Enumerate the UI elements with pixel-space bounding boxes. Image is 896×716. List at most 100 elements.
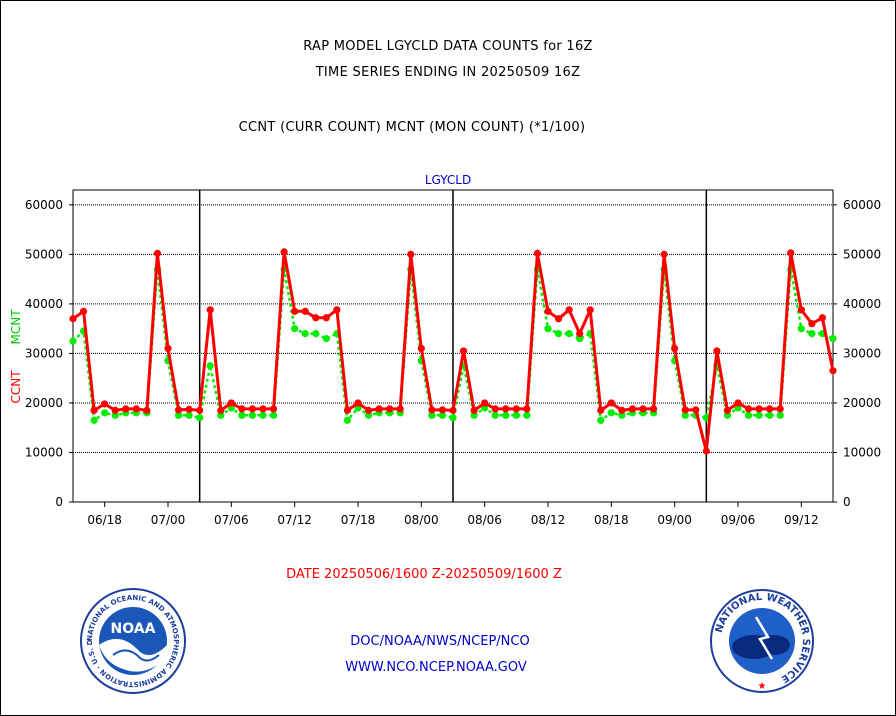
point-ccnt [818, 314, 827, 322]
point-ccnt [481, 399, 489, 407]
series-ccnt [69, 248, 837, 455]
point-ccnt [618, 406, 626, 414]
point-ccnt [122, 405, 130, 413]
point-mcnt [565, 330, 573, 338]
point-ccnt [776, 405, 784, 413]
point-ccnt [459, 347, 468, 355]
point-mcnt [364, 411, 373, 419]
noaa-wordmark: NOAA [111, 621, 156, 637]
point-ccnt [343, 406, 352, 414]
y-tick-label-right: 30000 [843, 346, 881, 360]
chart-subtitle: TIME SERIES ENDING IN 20250509 16Z [315, 65, 581, 80]
y-tick-label-right: 50000 [843, 247, 881, 261]
point-mcnt [723, 411, 732, 419]
point-ccnt [312, 314, 320, 322]
point-ccnt [79, 307, 88, 315]
chart-title: RAP MODEL LGYCLD DATA COUNTS for 16Z [303, 39, 593, 54]
point-ccnt [333, 306, 341, 314]
y-tick-label-left: 0 [55, 495, 63, 509]
point-mcnt [607, 409, 615, 417]
point-mcnt [259, 411, 267, 419]
point-mcnt [428, 411, 436, 419]
point-ccnt [766, 405, 774, 413]
point-mcnt [808, 330, 816, 338]
point-ccnt [829, 367, 837, 375]
point-ccnt [407, 250, 415, 258]
point-mcnt [502, 411, 510, 419]
point-mcnt [576, 334, 584, 343]
point-ccnt [428, 406, 436, 414]
point-mcnt [512, 411, 520, 419]
point-ccnt [554, 315, 563, 323]
point-ccnt [533, 249, 542, 257]
point-mcnt [196, 414, 204, 422]
point-ccnt [417, 344, 425, 353]
point-mcnt [111, 411, 119, 419]
point-ccnt [502, 405, 510, 413]
point-ccnt [449, 406, 457, 414]
point-ccnt [227, 399, 235, 407]
point-ccnt [322, 314, 330, 322]
point-mcnt [618, 411, 626, 419]
x-tick-label: 09/06 [721, 513, 756, 527]
point-ccnt [491, 405, 499, 413]
point-ccnt [375, 405, 383, 413]
nco-website-link[interactable]: WWW.NCO.NCEP.NOAA.GOV [345, 660, 527, 675]
point-mcnt [438, 411, 447, 419]
x-tick-label: 07/06 [214, 513, 249, 527]
point-ccnt [586, 306, 594, 314]
y-tick-label-right: 40000 [843, 297, 881, 311]
point-ccnt [301, 307, 309, 315]
point-mcnt [755, 411, 763, 419]
point-mcnt [291, 325, 299, 333]
x-tick-label: 08/12 [531, 513, 566, 527]
point-ccnt [238, 405, 246, 413]
point-mcnt [544, 325, 552, 333]
point-ccnt [217, 406, 225, 414]
point-ccnt [69, 315, 77, 323]
doc-noaa-link[interactable]: DOC/NOAA/NWS/NCEP/NCO [350, 634, 529, 649]
point-mcnt [554, 330, 563, 338]
y-tick-label-left: 50000 [25, 247, 63, 261]
point-ccnt [512, 405, 520, 413]
point-mcnt [312, 330, 320, 338]
point-ccnt [132, 405, 140, 413]
point-ccnt [734, 399, 742, 407]
point-ccnt [196, 406, 204, 414]
point-ccnt [185, 405, 193, 413]
point-ccnt [143, 406, 151, 414]
point-mcnt [101, 409, 109, 417]
point-mcnt [90, 416, 98, 424]
x-tick-label: 08/18 [594, 513, 629, 527]
noaa-logo: NATIONAL OCEANIC AND ATMOSPHERIC ADMINIS… [80, 588, 186, 694]
point-ccnt [787, 249, 795, 257]
point-ccnt [723, 406, 732, 414]
point-ccnt [396, 405, 404, 413]
panel-title: LGYCLD [425, 173, 471, 187]
point-ccnt [755, 405, 763, 413]
point-ccnt [649, 405, 658, 413]
x-tick-label: 09/12 [784, 513, 819, 527]
point-mcnt [829, 334, 837, 343]
point-ccnt [744, 405, 753, 413]
point-ccnt [101, 400, 109, 408]
point-mcnt [470, 411, 478, 419]
point-ccnt [90, 406, 98, 414]
point-ccnt [291, 307, 299, 315]
point-mcnt [269, 411, 278, 419]
point-ccnt [597, 406, 605, 414]
plot-area-border [72, 189, 834, 503]
y-tick-label-left: 10000 [25, 445, 63, 459]
y-tick-label-left: 20000 [25, 396, 63, 410]
point-ccnt [269, 405, 278, 413]
point-mcnt [744, 411, 753, 419]
x-tick-label: 07/18 [341, 513, 376, 527]
point-ccnt [164, 344, 172, 353]
point-mcnt [597, 416, 605, 424]
x-tick-label: 07/12 [277, 513, 312, 527]
y-axis-label-ccnt: CCNT [9, 370, 23, 404]
point-mcnt [734, 404, 742, 412]
point-ccnt [702, 447, 710, 455]
y-tick-label-right: 10000 [843, 445, 881, 459]
